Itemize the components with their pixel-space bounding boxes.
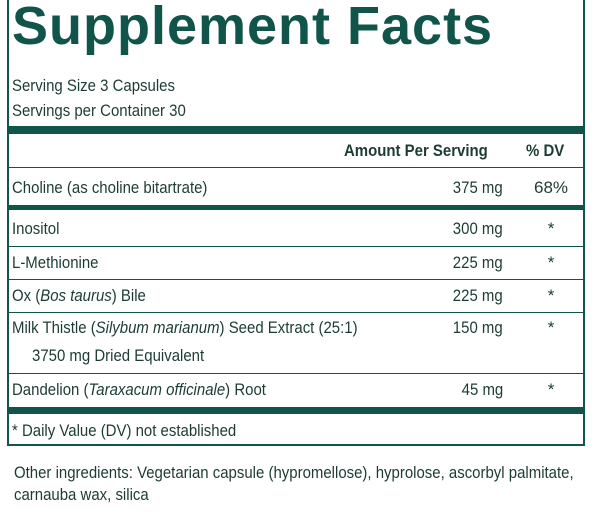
ingredient-name: Dandelion (Taraxacum officinale) Root <box>12 380 266 399</box>
thick-divider-bottom <box>9 407 583 414</box>
ingredient-name: Choline (as choline bitartrate) <box>12 178 208 197</box>
header-divider <box>9 167 583 168</box>
ingredient-name: Ox (Bos taurus) Bile <box>12 286 146 305</box>
ingredient-name: Milk Thistle (Silybum marianum) Seed Ext… <box>12 318 358 337</box>
ingredient-dv: * <box>547 286 555 305</box>
other-ingredients: Other ingredients: Vegetarian capsule (h… <box>14 463 574 504</box>
panel-title: Supplement Facts <box>12 0 494 56</box>
ingredient-name: L-Methionine <box>12 253 99 272</box>
thick-divider-middle <box>9 205 583 210</box>
ingredient-amount: 300 mg <box>453 219 503 238</box>
dv-header: % DV <box>526 141 565 160</box>
ingredient-name: Inositol <box>12 219 60 238</box>
daily-value-footnote: * Daily Value (DV) not established <box>12 421 237 440</box>
supplement-facts-panel <box>7 0 585 446</box>
servings-per-container: Servings per Container 30 <box>12 101 186 120</box>
row-divider <box>9 373 583 374</box>
row-divider <box>9 246 583 247</box>
thick-divider-top <box>9 126 583 134</box>
ingredient-subline: 3750 mg Dried Equivalent <box>32 346 205 365</box>
ingredient-dv: * <box>547 380 555 399</box>
ingredient-amount: 225 mg <box>453 253 503 272</box>
serving-size: Serving Size 3 Capsules <box>12 76 175 95</box>
ingredient-dv: * <box>547 253 555 272</box>
ingredient-amount: 225 mg <box>453 286 503 305</box>
ingredient-amount: 150 mg <box>453 318 503 337</box>
ingredient-amount: 45 mg <box>461 380 503 399</box>
ingredient-dv: * <box>547 219 555 238</box>
ingredient-dv: 68% <box>533 178 569 197</box>
row-divider <box>9 312 583 313</box>
amount-per-serving-header: Amount Per Serving <box>344 141 488 160</box>
ingredient-dv: * <box>547 318 555 337</box>
ingredient-amount: 375 mg <box>453 178 503 197</box>
row-divider <box>9 279 583 280</box>
